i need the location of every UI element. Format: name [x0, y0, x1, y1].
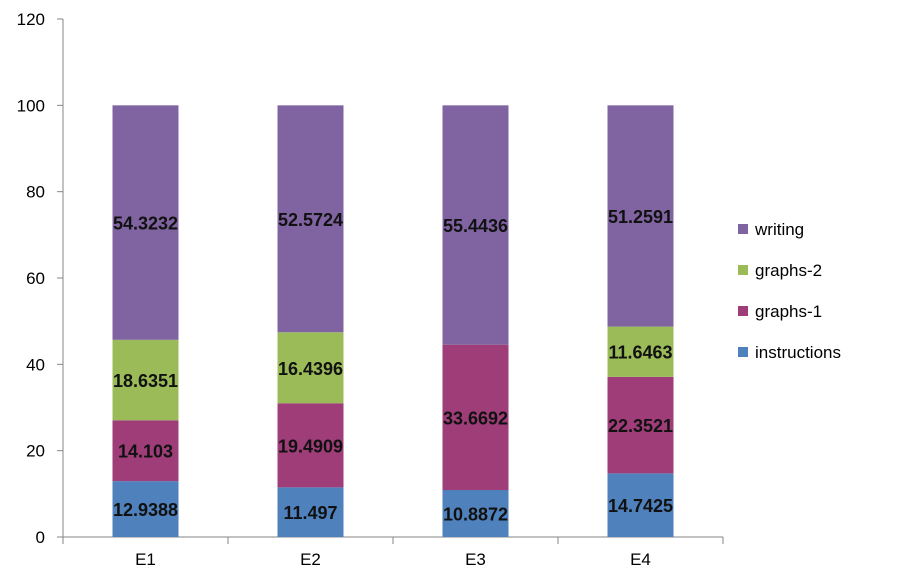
legend-swatch-instructions	[738, 347, 748, 357]
legend-label-instructions: instructions	[755, 343, 841, 362]
bars	[112, 105, 674, 537]
bar-segment-instructions-e2	[277, 487, 344, 537]
bar-segment-writing-e1	[112, 105, 179, 340]
data-label-graphs-1-e4: 22.3521	[608, 416, 673, 436]
bar-segment-instructions-e1	[112, 481, 179, 537]
bar-segment-instructions-e4	[607, 473, 674, 537]
y-tick-label: 60	[26, 269, 45, 288]
data-label-instructions-e3: 10.8872	[443, 505, 508, 525]
y-tick-label: 0	[36, 528, 45, 547]
data-label-instructions-e2: 11.497	[283, 503, 337, 523]
data-label-instructions-e4: 14.7425	[608, 496, 673, 516]
data-label-writing-e1: 54.3232	[113, 214, 178, 234]
bar-segment-graphs-2-e1	[112, 339, 179, 421]
x-tick-label: E2	[300, 550, 321, 569]
x-tick-label: E1	[135, 550, 156, 569]
data-label-graphs-2-e1: 18.6351	[113, 371, 178, 391]
data-labels: 12.9388 14.103 18.6351 54.3232 11.497 19.4909…	[113, 207, 673, 525]
data-label-graphs-1-e2: 19.4909	[278, 436, 343, 456]
y-tick-label: 80	[26, 183, 45, 202]
y-tick-label: 40	[26, 355, 45, 374]
bar-segment-graphs-1-e3	[442, 344, 509, 491]
legend: writing graphs-2 graphs-1 instructions	[738, 220, 841, 362]
bar-segment-writing-e3	[442, 105, 509, 345]
bar-segment-graphs-2-e2	[277, 332, 344, 404]
data-label-writing-e2: 52.5724	[278, 210, 343, 230]
bar-segment-writing-e2	[277, 105, 344, 333]
y-tick-label: 120	[17, 10, 45, 29]
legend-swatch-graphs-1	[738, 306, 748, 316]
data-label-graphs-2-e2: 16.4396	[278, 359, 343, 379]
y-tick-label: 100	[17, 96, 45, 115]
bar-segment-graphs-1-e4	[607, 376, 674, 474]
legend-label-graphs-2: graphs-2	[755, 261, 822, 280]
data-label-graphs-1-e3: 33.6692	[443, 408, 508, 428]
legend-label-writing: writing	[754, 220, 804, 239]
bar-segment-instructions-e3	[442, 490, 509, 537]
bar-segment-graphs-2-e4	[607, 326, 674, 377]
axes: 0 20 40 60 80 100 120 E1 E2 E3 E4	[17, 10, 724, 569]
data-label-writing-e3: 55.4436	[443, 216, 508, 236]
bar-segment-graphs-1-e1	[112, 420, 179, 482]
bar-segment-graphs-1-e2	[277, 403, 344, 488]
data-label-graphs-2-e4: 11.6463	[608, 343, 672, 363]
legend-label-graphs-1: graphs-1	[755, 302, 822, 321]
legend-swatch-graphs-2	[738, 265, 748, 275]
legend-swatch-writing	[738, 224, 748, 234]
x-tick-label: E3	[465, 550, 486, 569]
data-label-writing-e4: 51.2591	[608, 207, 673, 227]
y-tick-label: 20	[26, 442, 45, 461]
x-tick-label: E4	[630, 550, 651, 569]
data-label-graphs-1-e1: 14.103	[118, 442, 173, 462]
bar-segment-writing-e4	[607, 105, 674, 327]
data-label-instructions-e1: 12.9388	[113, 500, 178, 520]
